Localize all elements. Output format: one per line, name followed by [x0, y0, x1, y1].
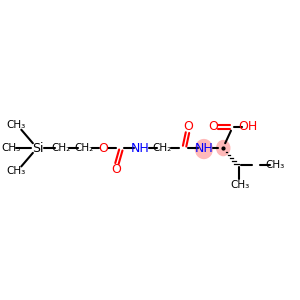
Text: CH₃: CH₃ — [7, 120, 26, 130]
Text: O: O — [98, 142, 108, 154]
Text: O: O — [111, 163, 121, 176]
Ellipse shape — [216, 140, 230, 156]
Text: Si: Si — [32, 142, 44, 154]
Text: O: O — [208, 120, 218, 133]
Text: OH: OH — [239, 120, 258, 133]
Text: O: O — [184, 120, 194, 133]
Text: CH₂: CH₂ — [153, 143, 172, 153]
Text: NH: NH — [131, 142, 149, 154]
Text: CH₃: CH₃ — [1, 143, 20, 153]
Text: CH₂: CH₂ — [51, 143, 70, 153]
Text: CH₂: CH₂ — [74, 143, 94, 153]
Text: CH₃: CH₃ — [230, 180, 249, 190]
Text: CH₃: CH₃ — [266, 160, 285, 170]
Text: NH: NH — [194, 142, 213, 154]
Text: CH₃: CH₃ — [7, 166, 26, 176]
Ellipse shape — [195, 139, 213, 159]
